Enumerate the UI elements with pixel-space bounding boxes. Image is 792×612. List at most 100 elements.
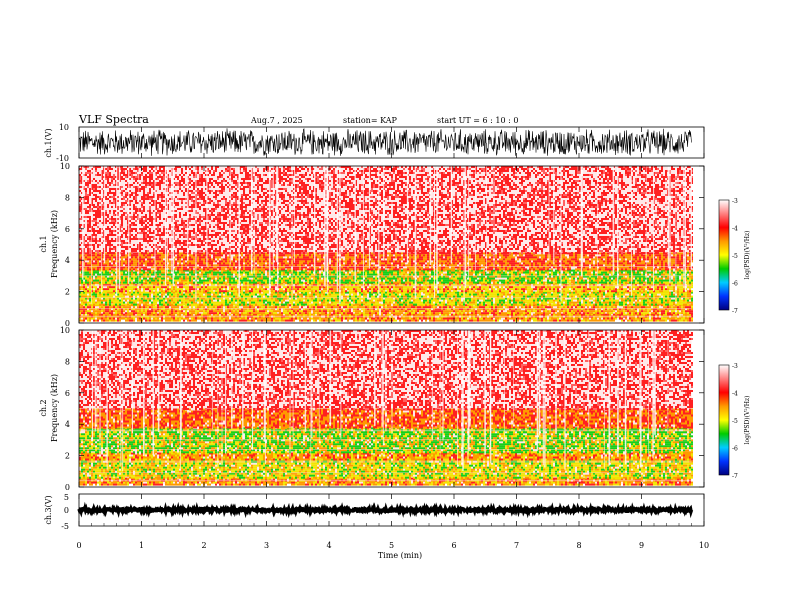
spectrogram-cell: [309, 286, 311, 289]
spectrogram-cell: [293, 317, 295, 320]
spectrogram-cell: [93, 297, 95, 300]
spectrogram-cell: [147, 293, 149, 296]
spectrogram-cell: [327, 306, 329, 309]
spectrogram-cell: [365, 306, 367, 309]
spectrogram-cell: [389, 308, 391, 311]
spectrogram-cell: [659, 303, 661, 306]
spectrogram-cell: [399, 313, 401, 316]
spectrogram-cell: [245, 299, 247, 302]
spectrogram-cell: [395, 299, 397, 302]
spectrogram-cell: [279, 295, 281, 298]
spectrogram-cell: [471, 299, 473, 302]
spectrogram-cell: [667, 306, 669, 309]
spectrogram-cell: [225, 291, 227, 294]
spectrogram-cell: [159, 295, 161, 298]
spectrogram-cell: [361, 317, 363, 320]
spectrogram-cell: [469, 306, 471, 309]
spectrogram-cell: [531, 317, 533, 320]
spectrogram-cell: [387, 295, 389, 298]
spectrogram-cell: [213, 306, 215, 309]
spectrogram-cell: [663, 303, 665, 306]
spectrogram-cell: [379, 291, 381, 294]
spectrogram-cell: [383, 293, 385, 296]
spectrogram-cell: [411, 312, 413, 315]
spectrogram-cell: [97, 295, 99, 298]
spectrogram-cell: [113, 301, 115, 304]
spectrogram-cell: [591, 304, 593, 307]
spectrogram-cell: [303, 291, 305, 294]
spectrogram-cell: [677, 293, 679, 296]
spectrogram-cell: [637, 317, 639, 320]
spectrogram-cell: [379, 303, 381, 306]
spectrogram-cell: [395, 310, 397, 313]
spectrogram-cell: [247, 312, 249, 315]
spectrogram-cell: [129, 288, 131, 291]
spectrogram-cell: [623, 303, 625, 306]
spectrogram-cell: [527, 313, 529, 316]
spectrogram-cell: [249, 312, 251, 315]
spectrogram-cell: [217, 293, 219, 296]
spectrogram-cell: [599, 303, 601, 306]
spectrogram-cell: [551, 301, 553, 304]
spectrogram-cell: [455, 319, 457, 322]
spectrogram-cell: [629, 299, 631, 302]
spectrogram-cell: [249, 297, 251, 300]
spectrogram-cell: [137, 299, 139, 302]
spectrogram-cell: [341, 291, 343, 294]
spectrogram-cell: [423, 317, 425, 320]
spectrogram-cell: [401, 295, 403, 298]
spectrogram-cell: [683, 291, 685, 294]
spectrogram-cell: [659, 299, 661, 302]
spectrogram-cell: [473, 313, 475, 316]
spectrogram-cell: [481, 303, 483, 306]
spectrogram-cell: [185, 293, 187, 296]
spectrogram-cell: [243, 312, 245, 315]
spectrogram-cell: [293, 303, 295, 306]
spectrogram-cell: [195, 303, 197, 306]
spectrogram-cell: [515, 293, 517, 296]
spectrogram-cell: [677, 299, 679, 302]
spectrogram-cell: [393, 317, 395, 320]
spectrogram-cell: [217, 288, 219, 291]
spectrogram-cell: [139, 317, 141, 320]
spectrogram-cell: [397, 291, 399, 294]
spectrogram-cell: [165, 317, 167, 320]
spectrogram-cell: [567, 299, 569, 302]
spectrogram-cell: [347, 301, 349, 304]
spectrogram-cell: [93, 312, 95, 315]
spectrogram-cell: [605, 293, 607, 296]
spectrogram-cell: [523, 306, 525, 309]
spectrogram-cell: [507, 293, 509, 296]
spectrogram-cell: [413, 306, 415, 309]
spectrogram-cell: [635, 293, 637, 296]
spectrogram-cell: [603, 319, 605, 322]
spectrogram-cell: [457, 303, 459, 306]
spectrogram-cell: [293, 299, 295, 302]
spectrogram-cell: [171, 313, 173, 316]
spectrogram-cell: [395, 319, 397, 322]
spectrogram-cell: [467, 297, 469, 300]
spectrogram-cell: [427, 301, 429, 304]
spectrogram-cell: [225, 297, 227, 300]
spectrogram-cell: [109, 310, 111, 313]
spectrogram-cell: [519, 299, 521, 302]
spectrogram-cell: [91, 303, 93, 306]
spectrogram-cell: [159, 319, 161, 322]
spectrogram-cell: [367, 312, 369, 315]
spectrogram-cell: [313, 299, 315, 302]
spectrogram-cell: [503, 299, 505, 302]
spectrogram-cell: [461, 310, 463, 313]
spectrogram-cell: [191, 288, 193, 291]
spectrogram-cell: [627, 312, 629, 315]
spectrogram-cell: [221, 308, 223, 311]
spectrogram-cell: [661, 313, 663, 316]
spectrogram-cell: [115, 319, 117, 322]
spectrogram-cell: [505, 313, 507, 316]
spectrogram-cell: [239, 301, 241, 304]
spectrogram-cell: [621, 317, 623, 320]
spectrogram-cell: [653, 297, 655, 300]
spectrogram-cell: [557, 295, 559, 298]
spectrogram-cell: [131, 290, 133, 293]
spectrogram-band: [79, 291, 693, 306]
spectrogram-cell: [387, 310, 389, 313]
